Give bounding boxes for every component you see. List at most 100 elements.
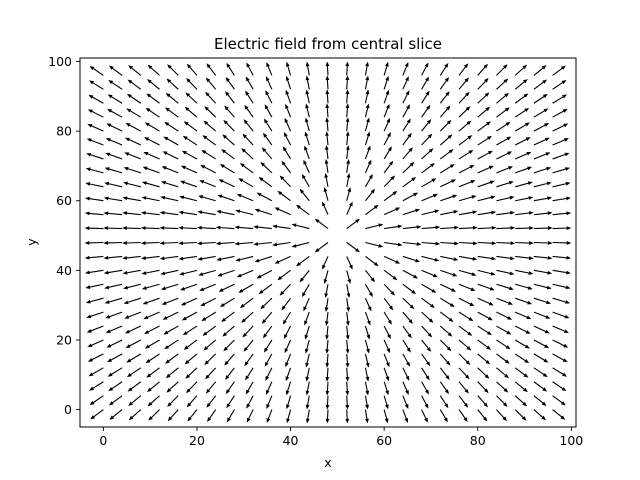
field-arrow (198, 195, 216, 202)
field-arrow (439, 325, 453, 337)
field-arrow (346, 218, 360, 230)
field-arrow (365, 255, 379, 267)
field-arrow (421, 381, 429, 395)
field-arrow (533, 395, 547, 406)
field-arrow (217, 269, 235, 277)
field-arrow (402, 225, 422, 230)
field-arrow (514, 166, 533, 174)
field-arrow (145, 353, 160, 364)
field-arrow (477, 311, 493, 321)
field-arrow (159, 241, 179, 246)
field-arrow (324, 145, 329, 160)
field-arrow (421, 225, 441, 230)
field-arrow (402, 339, 411, 353)
field-arrow (161, 166, 179, 174)
field-arrow (325, 409, 330, 424)
field-arrow (533, 255, 553, 260)
field-arrow (104, 167, 123, 174)
field-arrow (184, 353, 198, 365)
field-arrow (291, 223, 310, 230)
field-arrow (421, 325, 433, 338)
field-arrow (274, 207, 291, 216)
field-arrow (383, 89, 390, 104)
field-arrow (402, 132, 412, 146)
field-arrow (421, 193, 438, 202)
field-arrow (238, 283, 254, 293)
field-arrow (164, 121, 179, 132)
field-arrow (108, 79, 123, 90)
field-arrow (147, 395, 160, 407)
field-arrow (346, 159, 350, 173)
field-arrow (226, 409, 235, 423)
field-arrow (258, 283, 273, 295)
field-arrow (187, 409, 198, 422)
field-arrow (439, 119, 452, 132)
field-arrow (515, 269, 534, 275)
field-arrow (166, 381, 179, 393)
field-arrow (383, 353, 390, 368)
field-arrow (383, 409, 389, 424)
field-arrow (477, 241, 497, 246)
field-arrow (496, 353, 510, 364)
field-arrow (552, 409, 566, 420)
field-arrow (458, 149, 474, 160)
field-arrow (325, 117, 330, 132)
field-arrow (235, 255, 254, 262)
field-arrow (106, 339, 123, 348)
field-arrow (439, 105, 451, 118)
field-arrow (439, 91, 450, 104)
field-arrow (402, 147, 413, 160)
field-arrow (205, 367, 217, 380)
field-arrow (144, 339, 160, 349)
field-arrow (533, 353, 549, 363)
field-arrow (301, 284, 310, 298)
field-arrow (239, 163, 254, 174)
field-arrow (215, 225, 235, 230)
field-arrow (383, 117, 391, 132)
field-arrow (552, 94, 568, 104)
field-arrow (439, 62, 449, 76)
field-arrow (265, 76, 273, 90)
field-arrow (514, 297, 533, 305)
field-arrow (142, 166, 160, 174)
field-arrow (514, 325, 531, 334)
field-arrow (421, 269, 438, 278)
field-arrow (203, 120, 217, 132)
field-arrow (254, 208, 273, 216)
field-arrow (477, 195, 496, 202)
field-arrow (346, 201, 353, 215)
field-arrow (145, 107, 160, 118)
field-arrow (124, 311, 142, 319)
field-arrow (162, 311, 179, 320)
field-arrow (105, 138, 123, 146)
x-axis-ticks: 0 20 40 60 80 100 (99, 427, 583, 448)
field-arrow (364, 159, 372, 174)
field-arrow (239, 297, 254, 309)
field-arrow (533, 409, 546, 421)
field-arrow (384, 224, 403, 230)
field-arrow (439, 149, 454, 160)
field-arrow (258, 176, 273, 188)
field-arrow (458, 367, 470, 380)
field-arrow (125, 339, 142, 349)
field-arrow (364, 117, 370, 132)
field-arrow (552, 241, 572, 245)
field-arrow (458, 241, 478, 246)
field-arrow (285, 367, 292, 382)
field-arrow (198, 269, 216, 276)
field-arrow (87, 353, 104, 362)
field-arrow (552, 283, 571, 290)
field-arrow (107, 353, 123, 363)
field-arrow (126, 108, 142, 118)
field-arrow (365, 241, 384, 248)
y-tick-label: 100 (48, 54, 72, 69)
field-arrow (143, 151, 160, 160)
field-arrow (439, 381, 449, 395)
field-arrow (496, 339, 511, 350)
y-axis-ticks: 0 20 40 60 80 100 (48, 54, 80, 417)
field-arrow (402, 353, 410, 367)
field-arrow (178, 210, 198, 216)
field-arrow (223, 119, 235, 132)
field-arrow (346, 270, 352, 284)
field-arrow (122, 269, 141, 275)
